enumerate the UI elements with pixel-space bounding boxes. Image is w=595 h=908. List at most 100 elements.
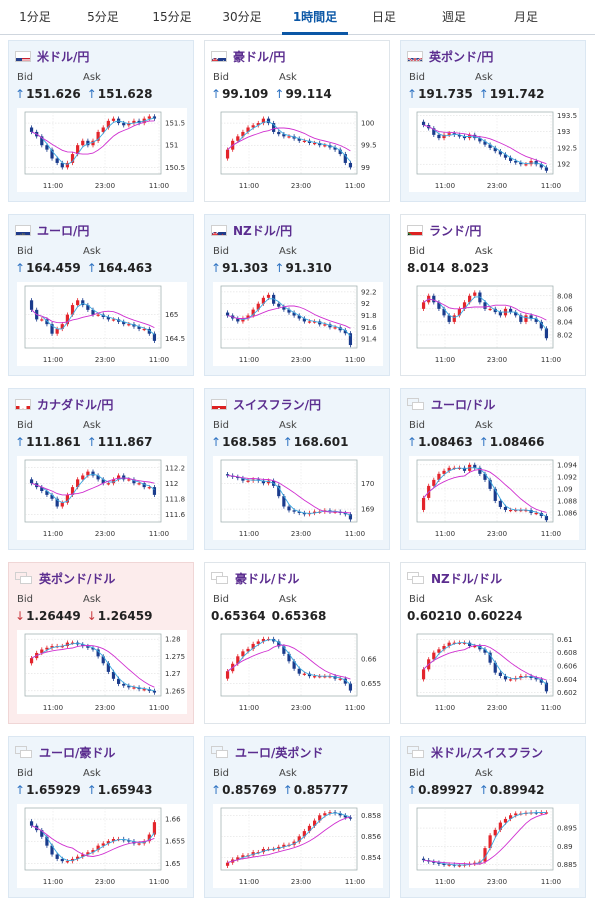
rate-card[interactable]: ユーロ/円 Bid Ask ↑164.459 ↑164.463 165 164.5 11:00…: [8, 214, 194, 376]
rate-card[interactable]: カナダドル/円 Bid Ask ↑111.861 ↑111.867 112.2 112 111…: [8, 388, 194, 550]
tab-0[interactable]: 1分足: [19, 10, 51, 24]
up-arrow-icon: ↑: [282, 783, 293, 797]
pair-name[interactable]: ユーロ/英ポンド: [235, 745, 324, 760]
price-chart[interactable]: 0.66 0.655 11:00 23:00 11:00: [213, 630, 383, 714]
candle-body: [241, 855, 245, 858]
timeframe-tabs: 1分足 5分足 15分足 30分足 1時間足 日足 週足 月足: [0, 0, 595, 35]
price-chart[interactable]: 100 99.5 99 11:00 23:00 11:00: [213, 108, 383, 192]
bid-label: Bid: [409, 594, 425, 605]
candlestick-chart[interactable]: 151.5 151 150.5 11:00 23:00 11:00: [17, 108, 187, 192]
candlestick-chart[interactable]: 193.5 193 192.5 192 11:00 23:00 11:00: [409, 108, 579, 192]
candlestick-chart[interactable]: 0.66 0.655 11:00 23:00 11:00: [213, 630, 383, 714]
gb-us-flag-icon: [15, 571, 33, 585]
rate-card[interactable]: スイスフラン/円 Bid Ask ↑168.585 ↑168.601 170 169 11:0…: [204, 388, 390, 550]
tab-6[interactable]: 週足: [441, 10, 466, 24]
price-chart[interactable]: 1.66 1.655 1.65 11:00 23:00 11:00: [17, 804, 187, 888]
pair-name[interactable]: NZドル/円: [233, 223, 293, 238]
candlestick-chart[interactable]: 100 99.5 99 11:00 23:00 11:00: [213, 108, 383, 192]
candle-body: [236, 318, 240, 322]
candle-body: [348, 514, 353, 520]
pair-name[interactable]: ランド/円: [429, 223, 482, 238]
candlestick-chart[interactable]: 1.28 1.275 1.27 1.265 11:00 23:00 11:00: [17, 630, 187, 714]
pair-name[interactable]: ユーロ/円: [37, 223, 90, 238]
pair-name[interactable]: スイスフラン/円: [233, 397, 322, 412]
candle-body: [457, 642, 461, 644]
rate-card[interactable]: 米ドル/スイスフラン Bid Ask ↑0.89927 ↑0.89942 0.895 0.8…: [400, 736, 586, 898]
candlestick-chart[interactable]: 1.094 1.092 1.09 1.088 1.086 11:00 23:00 11:00: [409, 456, 579, 540]
tab-3[interactable]: 30分足: [222, 10, 262, 24]
pair-name[interactable]: 豪ドル/ドル: [235, 571, 300, 586]
tab-2[interactable]: 15分足: [152, 10, 192, 24]
candle-body: [91, 309, 95, 315]
price-chart[interactable]: 0.61 0.608 0.606 0.604 0.602 11:00 23:00 11:00: [409, 630, 579, 714]
tab-5[interactable]: 日足: [371, 10, 396, 24]
candlestick-chart[interactable]: 1.66 1.655 1.65 11:00 23:00 11:00: [17, 804, 187, 888]
candle-body: [437, 862, 441, 864]
candlestick-chart[interactable]: 0.895 0.89 0.885 11:00 23:00 11:00: [409, 804, 579, 888]
candle-body: [91, 140, 95, 146]
pair-name[interactable]: 豪ドル/円: [233, 49, 286, 64]
price-chart[interactable]: 112.2 112 111.8 111.6 11:00 23:00 11:00: [17, 456, 187, 540]
y-tick-label: 169: [361, 506, 374, 514]
candle-body: [282, 134, 286, 137]
pair-name[interactable]: カナダドル/円: [37, 397, 114, 412]
candlestick-chart[interactable]: 170 169 11:00 23:00 11:00: [213, 456, 383, 540]
pair-name[interactable]: NZドル/ドル: [431, 571, 503, 586]
tab-7[interactable]: 月足: [513, 10, 538, 24]
x-tick-label: 11:00: [239, 704, 259, 712]
candlestick-chart[interactable]: 165 164.5 11:00 23:00 11:00: [17, 282, 187, 366]
price-chart[interactable]: 165 164.5 11:00 23:00 11:00: [17, 282, 187, 366]
rate-card[interactable]: 英ポンド/ドル Bid Ask ↓1.26449 ↓1.26459 1.28 1.275 1.…: [8, 562, 194, 724]
price-chart[interactable]: 170 169 11:00 23:00 11:00: [213, 456, 383, 540]
candlestick-chart[interactable]: 92.2 92 91.8 91.6 91.4 11:00 23:00 11:00: [213, 282, 383, 366]
rate-card[interactable]: 豪ドル/円 Bid Ask ↑99.109 ↑99.114 100 99.5 99 11:00 2…: [204, 40, 390, 202]
candle-body: [333, 147, 337, 150]
rate-card[interactable]: ランド/円 Bid Ask 8.014 8.023 8.08 8.06 8.04 8.02 11:…: [400, 214, 586, 376]
card-header: スイスフラン/円: [211, 395, 321, 413]
price-chart[interactable]: 92.2 92 91.8 91.6 91.4 11:00 23:00 11:00: [213, 282, 383, 366]
rate-card[interactable]: NZドル/ドル Bid Ask 0.60210 0.60224 0.61 0.608 0.60…: [400, 562, 586, 724]
rate-card[interactable]: 豪ドル/ドル Bid Ask 0.65364 0.65368 0.66 0.655 11:00…: [204, 562, 390, 724]
pair-name[interactable]: 米ドル/スイスフラン: [431, 745, 544, 760]
price-chart[interactable]: 8.08 8.06 8.04 8.02 11:00 23:00 11:00: [409, 282, 579, 366]
price-chart[interactable]: 151.5 151 150.5 11:00 23:00 11:00: [17, 108, 187, 192]
candle-body: [503, 154, 508, 158]
rate-card[interactable]: ユーロ/豪ドル Bid Ask ↑1.65929 ↑1.65943 1.66 1.655 1.…: [8, 736, 194, 898]
candle-body: [313, 143, 317, 145]
candle-body: [96, 131, 100, 141]
rate-card[interactable]: NZドル/円 Bid Ask ↑91.303 ↑91.310 92.2 92 91.8 91.6…: [204, 214, 390, 376]
ch-flag-icon: [211, 398, 227, 410]
candlestick-chart[interactable]: 0.858 0.856 0.854 11:00 23:00 11:00: [213, 804, 383, 888]
slow-ma-line: [227, 475, 351, 514]
candlestick-chart[interactable]: 0.61 0.608 0.606 0.604 0.602 11:00 23:00 11:00: [409, 630, 579, 714]
price-chart[interactable]: 1.094 1.092 1.09 1.088 1.086 11:00 23:00 11:00: [409, 456, 579, 540]
candle-body: [348, 817, 353, 819]
x-tick-label: 11:00: [149, 878, 169, 886]
price-chart[interactable]: 1.28 1.275 1.27 1.265 11:00 23:00 11:00: [17, 630, 187, 714]
candle-body: [442, 863, 446, 865]
y-tick-label: 8.06: [557, 305, 573, 313]
candle-body: [29, 821, 34, 826]
rate-card[interactable]: 米ドル/円 Bid Ask ↑151.626 ↑151.628 151.5 151 150.5…: [8, 40, 194, 202]
candle-body: [509, 815, 513, 819]
tab-4[interactable]: 1時間足: [276, 0, 354, 35]
price-chart[interactable]: 0.858 0.856 0.854 11:00 23:00 11:00: [213, 804, 383, 888]
candle-body: [421, 302, 426, 309]
ask-label: Ask: [279, 246, 297, 257]
rate-card[interactable]: ユーロ/英ポンド Bid Ask ↑0.85769 ↑0.85777 0.858 0.856…: [204, 736, 390, 898]
candlestick-chart[interactable]: 112.2 112 111.8 111.6 11:00 23:00 11:00: [17, 456, 187, 540]
pair-name[interactable]: ユーロ/豪ドル: [39, 745, 116, 760]
rate-card[interactable]: 英ポンド/円 Bid Ask ↑191.735 ↑191.742 193.5 193 192.…: [400, 40, 586, 202]
tab-1[interactable]: 5分足: [87, 10, 119, 24]
price-chart[interactable]: 193.5 193 192.5 192 11:00 23:00 11:00: [409, 108, 579, 192]
pair-name[interactable]: 米ドル/円: [37, 49, 90, 64]
pair-name[interactable]: 英ポンド/ドル: [39, 571, 116, 586]
candle-body: [256, 641, 260, 644]
candlestick-chart[interactable]: 8.08 8.06 8.04 8.02 11:00 23:00 11:00: [409, 282, 579, 366]
pair-name[interactable]: 英ポンド/円: [429, 49, 494, 64]
rate-card[interactable]: ユーロ/ドル Bid Ask ↑1.08463 ↑1.08466 1.094 1.092 1.…: [400, 388, 586, 550]
candle-body: [45, 647, 49, 650]
pair-name[interactable]: ユーロ/ドル: [431, 397, 496, 412]
price-chart[interactable]: 0.895 0.89 0.885 11:00 23:00 11:00: [409, 804, 579, 888]
y-tick-label: 1.086: [557, 509, 578, 517]
